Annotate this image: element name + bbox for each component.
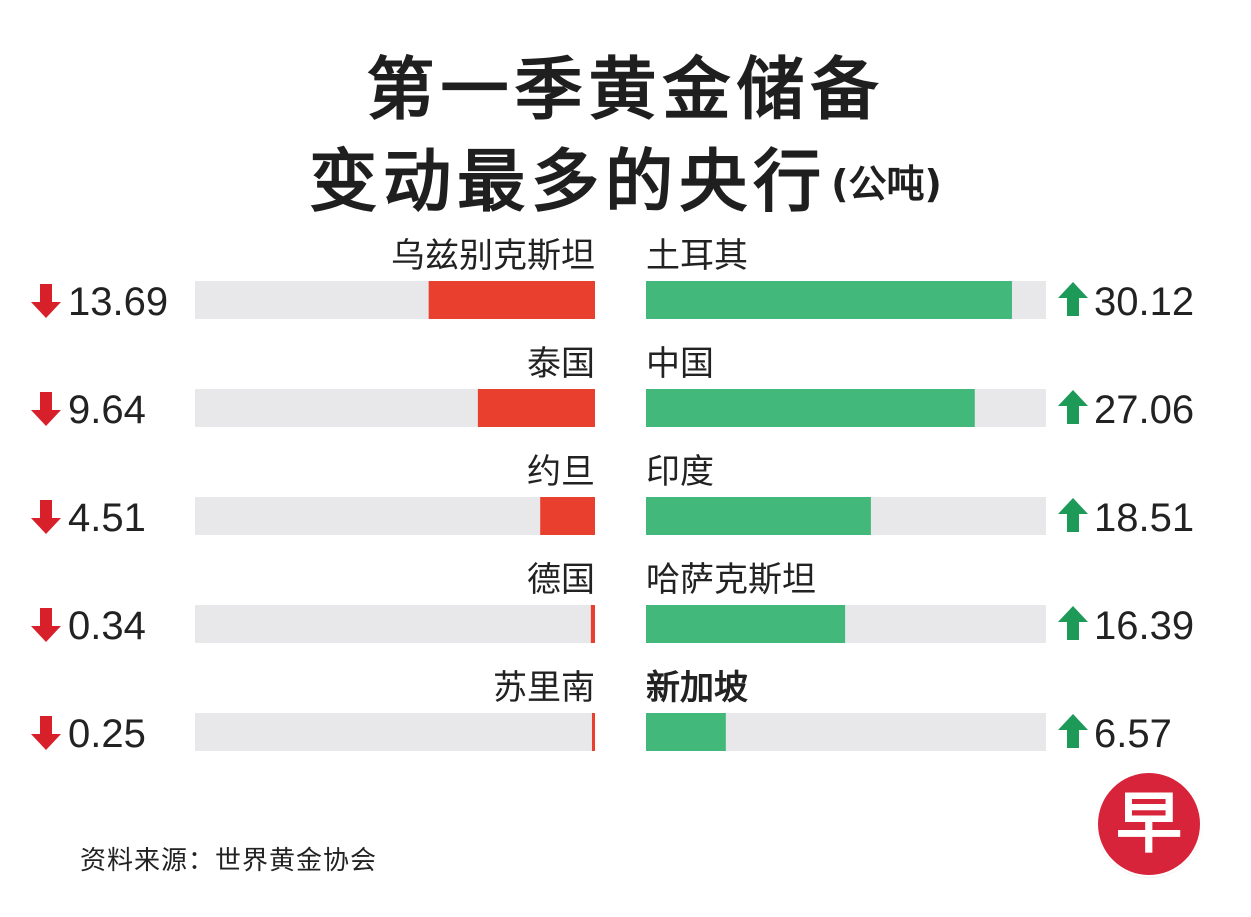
value-label-increase: 27.06 — [1094, 388, 1194, 432]
down-arrow-icon — [31, 284, 61, 318]
bar-decrease — [477, 389, 595, 427]
publisher-logo: 早 — [1098, 773, 1200, 875]
value-label-increase: 16.39 — [1094, 604, 1194, 648]
chart-title-line2-text: 变动最多的央行 — [309, 143, 828, 222]
down-arrow-icon — [31, 500, 61, 534]
value-label-decrease: 9.64 — [68, 388, 146, 432]
value-label-decrease: 13.69 — [68, 280, 168, 324]
logo-glyph: 早 — [1116, 785, 1182, 862]
bar-increase — [646, 281, 1012, 319]
chart-unit: (公吨) — [831, 162, 942, 206]
category-label-decrease: 德国 — [527, 560, 595, 600]
value-label-decrease: 4.51 — [68, 496, 146, 540]
bar-decrease — [540, 497, 595, 535]
down-arrow-icon — [31, 392, 61, 426]
down-arrow-icon — [31, 716, 61, 750]
bar-increase — [646, 605, 846, 643]
category-label-decrease: 苏里南 — [493, 668, 595, 708]
chart-title-line2: 变动最多的央行 (公吨) — [0, 126, 1251, 225]
bar-track-decrease — [195, 605, 595, 643]
category-label-decrease: 约旦 — [527, 452, 595, 492]
bar-decrease — [590, 605, 595, 643]
value-label-increase: 18.51 — [1094, 496, 1194, 540]
up-arrow-icon — [1058, 390, 1088, 424]
bar-increase — [646, 389, 975, 427]
category-label-decrease: 泰国 — [527, 344, 595, 384]
bar-decrease — [428, 281, 595, 319]
up-arrow-icon — [1058, 498, 1088, 532]
bar-track-decrease — [195, 713, 595, 751]
bar-increase — [646, 497, 871, 535]
category-label-increase: 印度 — [646, 452, 714, 492]
bar-decrease — [591, 713, 595, 751]
source-note: 资料来源：世界黄金协会 — [80, 846, 378, 876]
up-arrow-icon — [1058, 714, 1088, 748]
bar-increase — [646, 713, 726, 751]
up-arrow-icon — [1058, 606, 1088, 640]
value-label-increase: 30.12 — [1094, 280, 1194, 324]
category-label-increase: 中国 — [646, 344, 714, 384]
category-label-increase: 新加坡 — [646, 668, 748, 708]
bar-track-decrease — [195, 497, 595, 535]
up-arrow-icon — [1058, 282, 1088, 316]
value-label-decrease: 0.34 — [68, 604, 146, 648]
value-label-increase: 6.57 — [1094, 712, 1172, 756]
value-label-decrease: 0.25 — [68, 712, 146, 756]
category-label-decrease: 乌兹别克斯坦 — [391, 236, 595, 276]
chart-title-line1: 第一季黄金储备 — [366, 51, 885, 130]
category-label-increase: 土耳其 — [646, 236, 748, 276]
down-arrow-icon — [31, 608, 61, 642]
category-label-increase: 哈萨克斯坦 — [646, 560, 816, 600]
